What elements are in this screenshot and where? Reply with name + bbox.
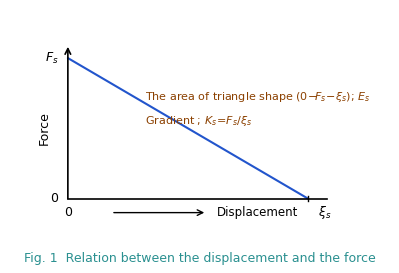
Text: 0: 0: [50, 192, 58, 205]
Text: 0: 0: [64, 206, 72, 219]
Text: Gradient ; $K_s\!=\!F_s/\xi_s$: Gradient ; $K_s\!=\!F_s/\xi_s$: [145, 114, 252, 128]
Text: $\xi_s$: $\xi_s$: [318, 204, 331, 221]
Text: The area of triangle shape (0$-\!F_s\!-\!\xi_s$); $E_s$: The area of triangle shape (0$-\!F_s\!-\…: [145, 90, 370, 104]
Text: Fig. 1  Relation between the displacement and the force: Fig. 1 Relation between the displacement…: [24, 252, 375, 265]
Text: Displacement: Displacement: [217, 206, 298, 219]
Text: Force: Force: [38, 111, 50, 145]
Text: $F_s$: $F_s$: [45, 51, 58, 66]
